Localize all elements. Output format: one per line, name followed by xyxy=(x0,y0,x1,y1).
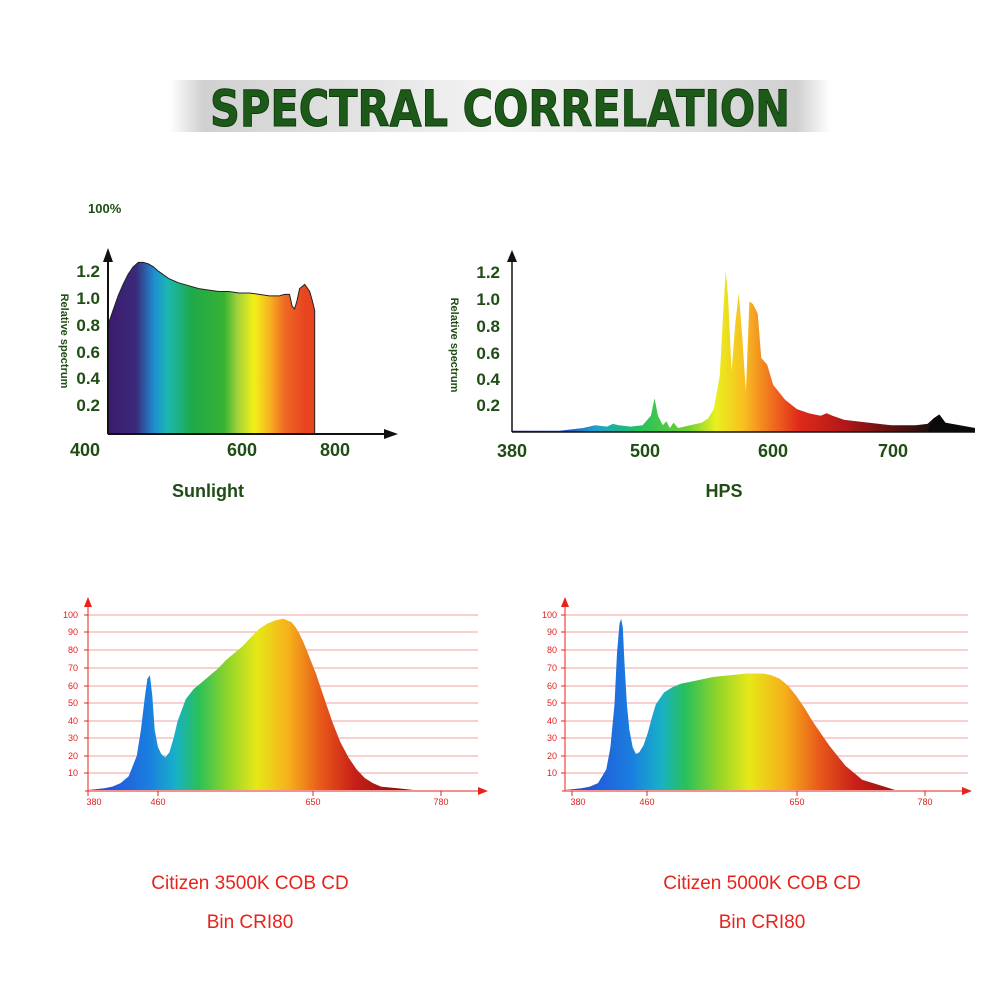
citizen-5000k-x-arrow-icon xyxy=(962,787,972,795)
citizen3500-x-tick-label: 380 xyxy=(86,797,101,807)
citizen5000-y-tick-label: 90 xyxy=(547,627,557,637)
sunlight-x-arrow-icon xyxy=(384,429,398,439)
hps-x-tick-label: 700 xyxy=(878,441,908,461)
sunlight-chart-title: Sunlight xyxy=(172,481,244,501)
citizen-3500k-chart: 10 20 30 40 50 60 70 80 90 100 380 460 650 780 Citiz… xyxy=(63,597,488,933)
hps-y-tick-label: 1.2 xyxy=(476,263,500,282)
hps-x-tick-label: 380 xyxy=(497,441,527,461)
citizen-5000k-y-arrow-icon xyxy=(561,597,569,607)
citizen-5000k-chart: 10 20 30 40 50 60 70 80 90 100 380 460 650 780 Citiz… xyxy=(542,597,972,933)
citizen3500-y-tick-label: 50 xyxy=(68,698,78,708)
hps-y-tick-label: 0.4 xyxy=(476,370,500,389)
hps-y-arrow-icon xyxy=(507,250,517,262)
sunlight-x-tick-label: 600 xyxy=(227,440,257,460)
hps-x-tick-label: 500 xyxy=(630,441,660,461)
citizen5000-y-tick-label: 10 xyxy=(547,768,557,778)
title-band xyxy=(170,80,830,132)
hps-chart: 0.2 0.4 0.6 0.8 1.0 1.2 380 500 600 700 Relative… xyxy=(448,250,975,501)
sunlight-y-tick-label: 0.2 xyxy=(76,396,100,415)
sunlight-y-tick-label: 0.6 xyxy=(76,343,100,362)
citizen-3500k-title: Citizen 3500K COB CD xyxy=(151,873,348,894)
sunlight-y-arrow-icon xyxy=(103,248,113,262)
citizen3500-y-tick-label: 60 xyxy=(68,681,78,691)
title-banner: SPECTRAL CORRELATION xyxy=(170,80,830,139)
citizen5000-y-tick-label: 100 xyxy=(542,610,557,620)
hps-y-axis-label: Relative spectrum xyxy=(448,298,460,393)
sunlight-y-tick-label: 1.2 xyxy=(76,262,100,281)
citizen3500-y-tick-label: 80 xyxy=(68,645,78,655)
sunlight-chart: 100% 0.2 0.4 0.6 0.8 1.0 1.2 400 600 800 Relati… xyxy=(58,201,398,501)
citizen3500-y-tick-label: 30 xyxy=(68,733,78,743)
hps-y-tick-label: 0.6 xyxy=(476,344,500,363)
citizen5000-y-tick-label: 40 xyxy=(547,716,557,726)
hps-y-tick-label: 1.0 xyxy=(476,290,500,309)
citizen-3500k-x-arrow-icon xyxy=(478,787,488,795)
hps-y-tick-label: 0.8 xyxy=(476,317,500,336)
citizen-5000k-subtitle: Bin CRI80 xyxy=(719,912,806,933)
citizen5000-y-tick-label: 20 xyxy=(547,751,557,761)
citizen5000-x-tick-label: 780 xyxy=(917,797,932,807)
sunlight-spectrum-area xyxy=(107,261,316,435)
citizen-3500k-y-arrow-icon xyxy=(84,597,92,607)
citizen3500-x-tick-label: 650 xyxy=(305,797,320,807)
page-title: SPECTRAL CORRELATION xyxy=(210,80,790,138)
sunlight-y-tick-label: 0.8 xyxy=(76,316,100,335)
citizen3500-y-tick-label: 90 xyxy=(68,627,78,637)
hps-ir-peak xyxy=(927,414,975,432)
sunlight-y-axis-label: Relative spectrum xyxy=(58,294,70,389)
citizen-3500k-subtitle: Bin CRI80 xyxy=(207,912,294,933)
citizen5000-x-tick-label: 460 xyxy=(639,797,654,807)
citizen3500-y-tick-label: 70 xyxy=(68,663,78,673)
sunlight-y-tick-label: 1.0 xyxy=(76,289,100,308)
hps-y-tick-label: 0.2 xyxy=(476,396,500,415)
sunlight-top-label: 100% xyxy=(88,201,122,216)
citizen5000-y-tick-label: 70 xyxy=(547,663,557,673)
citizen3500-y-tick-label: 20 xyxy=(68,751,78,761)
citizen3500-y-tick-label: 10 xyxy=(68,768,78,778)
hps-spectrum-area xyxy=(512,270,975,432)
citizen-5000k-title: Citizen 5000K COB CD xyxy=(663,873,860,894)
citizen3500-y-tick-label: 100 xyxy=(63,610,78,620)
citizen3500-x-tick-label: 460 xyxy=(150,797,165,807)
hps-x-tick-label: 600 xyxy=(758,441,788,461)
citizen5000-y-tick-label: 80 xyxy=(547,645,557,655)
hps-chart-title: HPS xyxy=(705,481,742,501)
sunlight-x-tick-label: 400 xyxy=(70,440,100,460)
sunlight-y-tick-label: 0.4 xyxy=(76,369,100,388)
citizen3500-y-tick-label: 40 xyxy=(68,716,78,726)
citizen5000-y-tick-label: 50 xyxy=(547,698,557,708)
citizen3500-x-tick-label: 780 xyxy=(433,797,448,807)
citizen-3500k-spectrum-area xyxy=(88,618,414,790)
sunlight-x-tick-label: 800 xyxy=(320,440,350,460)
citizen5000-x-tick-label: 380 xyxy=(570,797,585,807)
citizen5000-y-tick-label: 60 xyxy=(547,681,557,691)
citizen5000-x-tick-label: 650 xyxy=(789,797,804,807)
citizen5000-y-tick-label: 30 xyxy=(547,733,557,743)
citizen-5000k-spectrum-area xyxy=(565,618,896,790)
